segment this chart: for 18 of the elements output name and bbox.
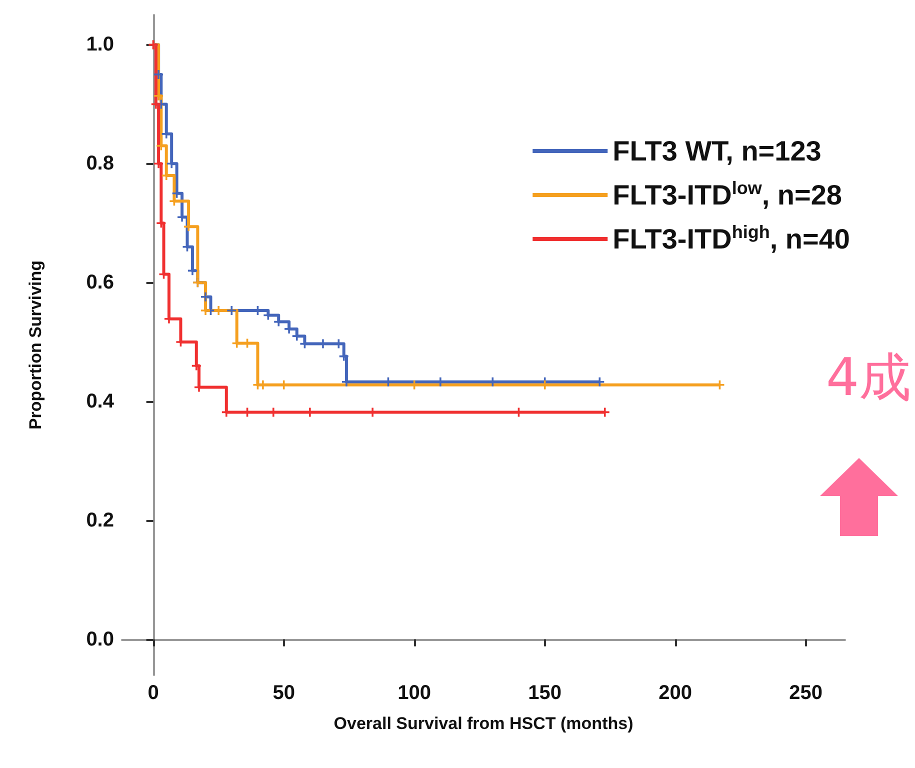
annotation: 4成 [826,348,912,408]
x-tick-label: 200 [658,682,692,704]
point [227,306,236,316]
x-tick-label: 100 [398,682,432,704]
y-tick-label: 1.0 [86,34,114,56]
x-tick-label: 250 [789,682,823,704]
point [154,70,164,79]
legend-label: FLT3 WT, n=123 [612,136,822,166]
y-tick-label: 0.2 [86,509,114,532]
x-tick-label: 50 [272,682,295,704]
x-axis-title: Overall Survival from HSCT (months) [334,714,634,733]
x-tick-label: 150 [528,682,562,704]
y-axis-title: Proportion Surviving [26,260,45,430]
y-tick-label: 0.4 [86,390,115,412]
y-tick-label: 0.6 [86,272,114,294]
y-tick-label: 0.8 [86,152,114,175]
y-tick-label: 0.0 [86,628,114,650]
x-tick-label: 0 [148,682,159,704]
